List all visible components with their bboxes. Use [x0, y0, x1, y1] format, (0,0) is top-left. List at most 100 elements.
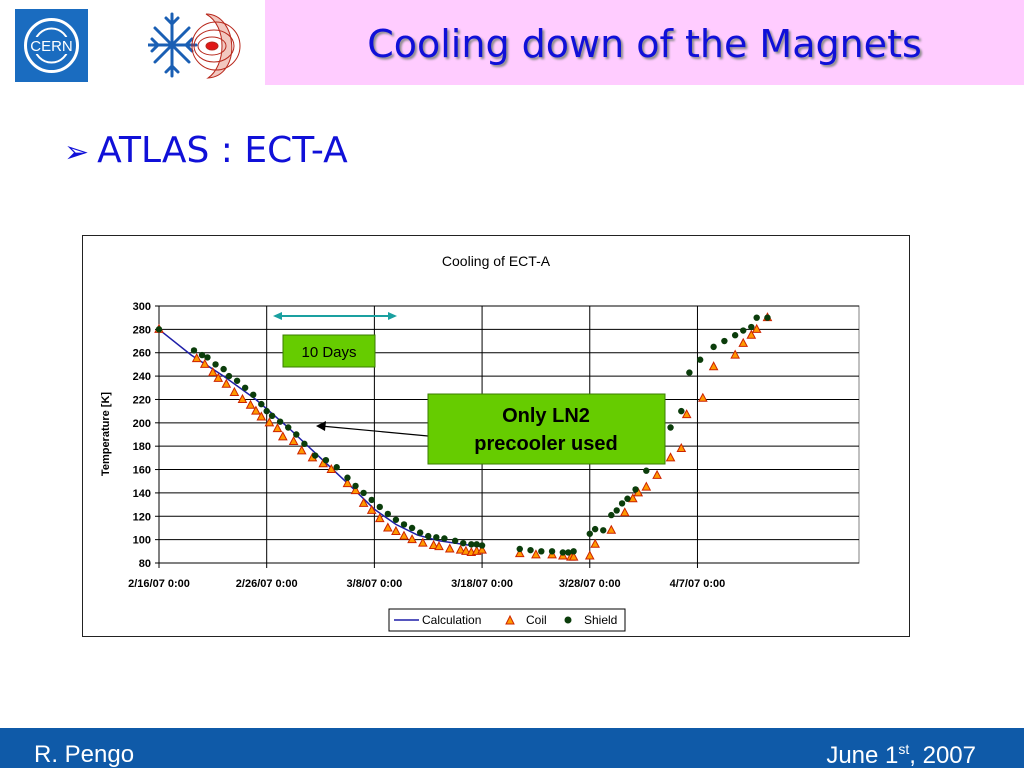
coil-point: [213, 372, 224, 382]
coil-point: [652, 469, 662, 479]
coil-point: [326, 463, 337, 474]
shield-point: [285, 424, 292, 431]
shield-point: [212, 361, 219, 368]
chart-frame: Cooling of ECT-A 80 100 120 140 160 180 200 220…: [82, 235, 910, 637]
shield-point: [368, 496, 375, 504]
coil-point: [342, 478, 353, 488]
bullet-text: ATLAS : ECT-A: [97, 130, 348, 171]
shield-point: [468, 541, 475, 548]
chart-title: Cooling of ECT-A: [442, 253, 551, 269]
coil-point: [698, 392, 708, 402]
shield-point: [764, 314, 771, 321]
series-calculation: [158, 328, 483, 548]
footer-author: R. Pengo: [34, 741, 135, 768]
coil-point: [514, 548, 525, 558]
coil-point: [681, 409, 692, 419]
shield-point: [613, 507, 620, 514]
y-tick-label: 240: [133, 371, 151, 383]
shield-point: [268, 412, 276, 420]
shield-point: [632, 486, 639, 493]
shield-point: [392, 516, 400, 523]
y-tick-label: 180: [133, 441, 151, 453]
footer-date-suffix: st: [898, 741, 910, 757]
shield-point: [527, 546, 534, 554]
coil-point: [374, 513, 385, 523]
shield-point: [190, 347, 198, 354]
x-tick-label: 4/7/07 0:00: [670, 578, 726, 590]
shield-point: [559, 549, 567, 556]
coil-point: [264, 417, 275, 427]
footer-bar: [0, 728, 1024, 768]
legend-shield-label: Shield: [584, 613, 617, 627]
shield-point: [433, 534, 440, 541]
shield-point: [548, 548, 556, 555]
shield-point: [586, 530, 593, 537]
y-tick-label: 100: [133, 535, 151, 547]
coil-point: [641, 481, 652, 491]
x-tick-labels: 2/16/07 0:00 2/26/07 0:00 3/8/07 0:00 3/18/…: [128, 578, 725, 590]
shield-point: [344, 474, 351, 481]
shield-point: [600, 527, 607, 534]
shield-point: [696, 356, 704, 363]
coil-point: [358, 497, 369, 507]
coil-point: [191, 353, 202, 363]
y-tick-label: 140: [133, 488, 151, 500]
coil-point: [444, 543, 455, 553]
shield-point: [710, 343, 717, 351]
y-axis-label: Temperature [K]: [100, 392, 112, 476]
chart-legend: Calculation Coil Shield: [388, 608, 626, 632]
legend-coil-label: Coil: [526, 613, 547, 627]
shield-point: [276, 418, 284, 425]
shield-point: [263, 407, 270, 415]
ln2-line2: precooler used: [474, 433, 617, 455]
x-tick-label: 2/16/07 0:00: [128, 578, 190, 590]
x-tick-label: 3/28/07 0:00: [559, 578, 621, 590]
coil-point: [606, 524, 617, 534]
temperature-chart: Cooling of ECT-A 80 100 120 140 160 180 200 220…: [100, 253, 860, 632]
shield-point: [384, 510, 392, 518]
coil-point: [708, 361, 719, 371]
coil-point: [399, 530, 409, 540]
y-tick-label: 260: [133, 348, 151, 360]
x-tick-label: 3/18/07 0:00: [451, 578, 513, 590]
shield-point: [451, 537, 459, 545]
shield-point: [460, 539, 467, 547]
ln2-annotation: Only LN2 precooler used: [316, 393, 666, 465]
ten-days-label: 10 Days: [301, 344, 356, 361]
coil-point: [199, 358, 210, 368]
coil-point: [288, 435, 299, 446]
coil-point: [383, 522, 393, 532]
ten-days-box: [282, 334, 376, 368]
shield-point: [425, 532, 432, 540]
coil-point: [391, 525, 401, 535]
bullet-arrow-icon: ➢: [64, 135, 90, 170]
shield-point: [250, 391, 257, 398]
coil-point: [730, 349, 740, 359]
shield-point: [220, 365, 227, 373]
y-tick-label: 160: [133, 465, 151, 477]
coil-point: [590, 538, 600, 548]
shield-point: [225, 372, 233, 380]
coil-point: [350, 485, 361, 495]
x-tick-label: 2/26/07 0:00: [236, 578, 298, 590]
coil-point: [584, 550, 595, 560]
ten-days-marker: 10 Days: [273, 312, 397, 368]
y-tick-labels: 80 100 120 140 160 180 200 220 240 260 280 300: [133, 301, 151, 570]
coil-point: [229, 386, 240, 396]
snowflake-icon: [148, 12, 198, 78]
calculation-line: [158, 328, 483, 548]
coil-point: [418, 537, 428, 547]
shield-point: [441, 535, 448, 542]
coil-point: [245, 399, 256, 409]
legend-calculation-label: Calculation: [422, 613, 481, 627]
shield-point: [360, 489, 367, 497]
shield-point: [376, 503, 383, 511]
shield-point: [591, 525, 599, 533]
footer-date-year: , 2007: [909, 742, 976, 769]
cern-logo: CERN: [15, 9, 88, 82]
shield-point: [416, 529, 424, 536]
y-tick-label: 280: [133, 324, 151, 336]
coil-point: [251, 405, 261, 415]
coil-point: [751, 323, 762, 333]
shield-point: [618, 500, 626, 507]
